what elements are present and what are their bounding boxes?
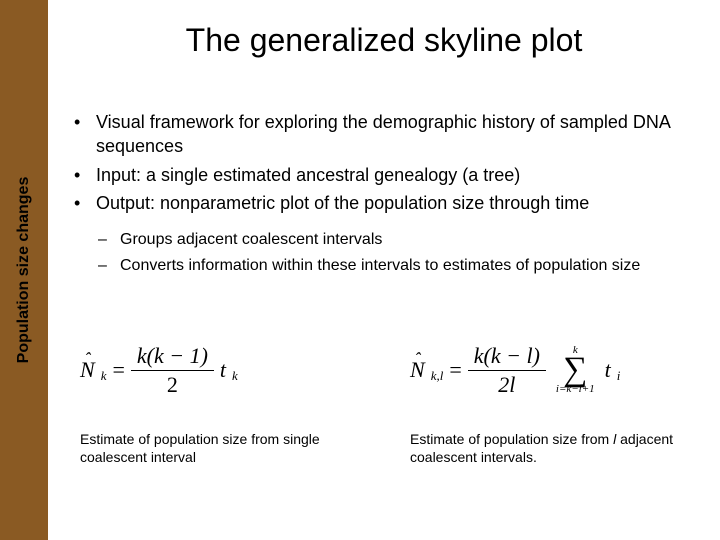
equals-sign: = <box>449 357 461 383</box>
eq1-denominator: 2 <box>161 371 184 396</box>
eq2-sum-sub: i <box>617 368 621 384</box>
summation-symbol: k ∑ i=k−l+1 <box>556 345 595 396</box>
equation-2-caption: Estimate of population size from l adjac… <box>410 430 680 466</box>
equations-row: Nk = k(k − 1) 2 tk Estimate of populatio… <box>80 330 680 466</box>
eq1-tail-sub: k <box>232 368 238 384</box>
eq2-numerator: k(k − l) <box>468 344 546 370</box>
eq1-fraction: k(k − 1) 2 <box>131 344 214 395</box>
eq2-cap-pre: Estimate of population size from <box>410 431 613 447</box>
eq1-tail-var: t <box>220 357 226 383</box>
bullet-item: Output: nonparametric plot of the popula… <box>70 191 690 215</box>
eq2-sum-var: t <box>605 357 611 383</box>
equation-2: Nk,l = k(k − l) 2l k ∑ i=k−l+1 ti <box>410 330 680 410</box>
sub-bullet-item: Converts information within these interv… <box>98 255 690 277</box>
sub-bullet-list: Groups adjacent coalescent intervals Con… <box>98 229 690 276</box>
equation-1-block: Nk = k(k − 1) 2 tk Estimate of populatio… <box>80 330 350 466</box>
equation-2-block: Nk,l = k(k − l) 2l k ∑ i=k−l+1 ti Estima… <box>410 330 680 466</box>
eq2-sub: k,l <box>431 368 444 384</box>
eq1-var: N <box>80 357 95 383</box>
eq1-numerator: k(k − 1) <box>131 344 214 370</box>
equation-1: Nk = k(k − 1) 2 tk <box>80 330 350 410</box>
bullet-list: Visual framework for exploring the demog… <box>70 110 690 215</box>
eq2-denominator: 2l <box>492 371 521 396</box>
eq2-var: N <box>410 357 425 383</box>
equation-1-caption: Estimate of population size from single … <box>80 430 350 466</box>
sub-bullet-item: Groups adjacent coalescent intervals <box>98 229 690 251</box>
eq2-fraction: k(k − l) 2l <box>468 344 546 395</box>
content-area: Visual framework for exploring the demog… <box>70 110 690 280</box>
sigma-icon: ∑ <box>563 356 587 385</box>
sidebar-band: Population size changes <box>0 0 48 540</box>
equals-sign: = <box>112 357 124 383</box>
slide-title: The generalized skyline plot <box>48 22 720 59</box>
bullet-item: Visual framework for exploring the demog… <box>70 110 690 159</box>
sum-lower-limit: i=k−l+1 <box>556 384 595 395</box>
sidebar-label: Population size changes <box>15 177 33 364</box>
eq1-sub: k <box>101 368 107 384</box>
bullet-item: Input: a single estimated ancestral gene… <box>70 163 690 187</box>
